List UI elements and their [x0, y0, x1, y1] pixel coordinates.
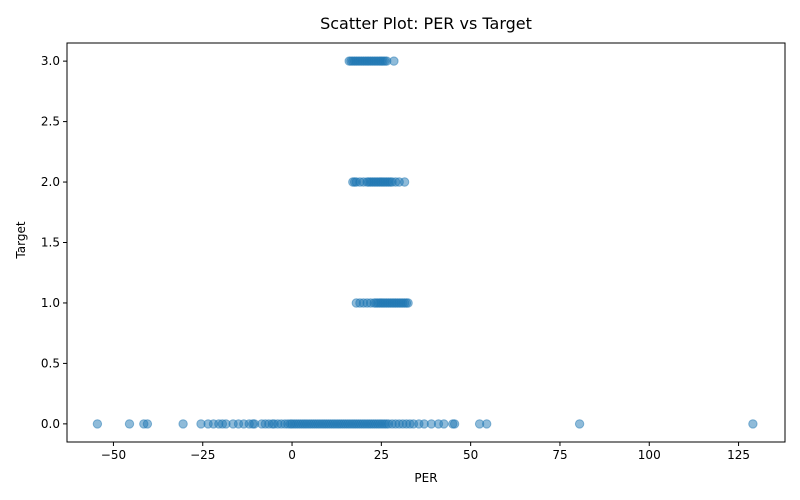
axes-frame [66, 42, 786, 443]
data-point [178, 419, 188, 429]
data-point [92, 419, 103, 429]
y-tick-label: 3.0 [41, 54, 60, 68]
data-point [142, 419, 153, 429]
y-tick-label: 1.5 [41, 236, 60, 250]
data-point [124, 419, 135, 429]
data-point [439, 419, 449, 429]
data-point [449, 419, 460, 429]
x-tick-label: 50 [463, 448, 478, 462]
points-layer [92, 56, 758, 429]
x-tick-label: 75 [552, 448, 567, 462]
x-tick-label: 100 [638, 448, 661, 462]
data-point [748, 419, 758, 429]
data-point [389, 56, 399, 66]
x-axis-label: PER [414, 471, 437, 485]
y-tick-label: 0.0 [41, 417, 60, 431]
data-point [399, 177, 410, 187]
y-tick-label: 2.0 [41, 175, 60, 189]
y-tick-label: 0.5 [41, 356, 60, 370]
x-tick-label: 0 [288, 448, 296, 462]
y-axis: 0.0 0.5 1.0 1.5 2.0 2.5 3.0 [41, 54, 67, 431]
data-point [403, 298, 413, 308]
y-tick-label: 2.5 [41, 115, 60, 129]
x-axis: −50 −25 0 25 50 75 100 125 [101, 442, 750, 462]
data-point [482, 419, 492, 429]
x-tick-label: 125 [727, 448, 750, 462]
chart-title: Scatter Plot: PER vs Target [320, 14, 532, 33]
x-tick-label: 25 [374, 448, 389, 462]
data-point [574, 419, 585, 429]
x-tick-label: −25 [190, 448, 215, 462]
y-tick-label: 1.0 [41, 296, 60, 310]
y-axis-label: Target [14, 221, 28, 259]
x-tick-label: −50 [101, 448, 126, 462]
